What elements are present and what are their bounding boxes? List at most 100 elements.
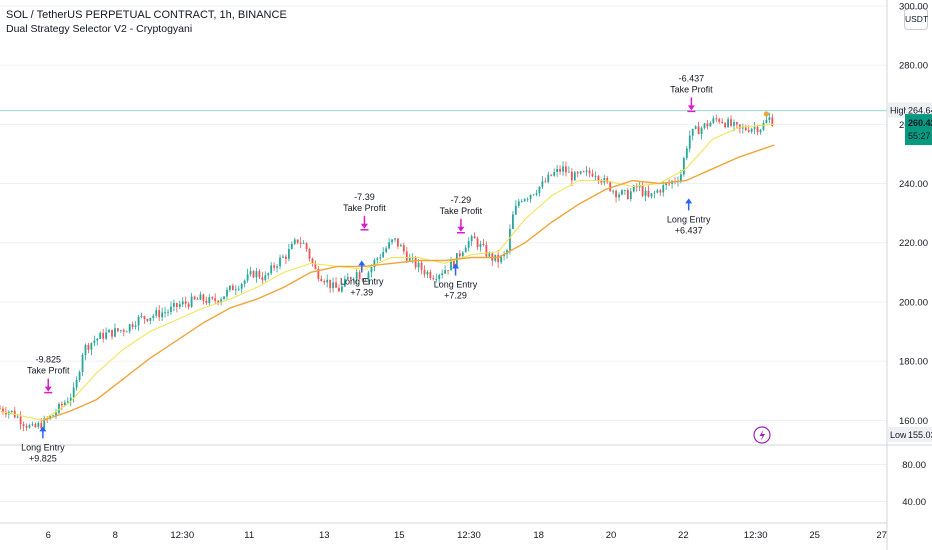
candle-body — [544, 181, 547, 183]
candle-body — [28, 425, 31, 428]
candle-body — [255, 271, 258, 278]
candle-body — [565, 166, 567, 173]
exit-arrow-head-1 — [360, 223, 368, 229]
ema-fast-line — [0, 123, 775, 421]
candle-body — [550, 174, 553, 176]
candle-body — [19, 416, 22, 425]
candle-body — [547, 174, 550, 183]
candle-body — [63, 402, 66, 406]
candle-body — [624, 190, 626, 191]
candle-body — [753, 127, 756, 129]
candle-body — [568, 171, 570, 173]
exit-arrow-head-3 — [687, 105, 695, 111]
candle-body — [606, 178, 609, 183]
lightning-icon[interactable] — [753, 426, 771, 444]
candle-body — [694, 126, 697, 129]
candle-body — [709, 122, 712, 127]
candle-body — [134, 325, 137, 327]
candle-body — [205, 300, 208, 304]
candle-body — [125, 331, 128, 333]
candle-body — [727, 119, 729, 128]
candle-body — [258, 271, 261, 278]
candle-body — [464, 247, 467, 253]
candle-body — [164, 312, 166, 314]
candle-body — [199, 294, 202, 300]
candle-body — [22, 424, 25, 426]
candle-body — [170, 306, 172, 312]
candle-body — [470, 236, 473, 242]
candle-body — [140, 316, 143, 317]
exit-label-1: Take Profit — [343, 203, 386, 213]
candle-body — [276, 266, 278, 268]
candle-body — [656, 190, 659, 193]
candle-body — [305, 243, 308, 250]
price-tick-label-1: 280.00 — [899, 61, 928, 72]
time-tick-label-6: 12:30 — [457, 530, 481, 541]
candle-body — [703, 123, 706, 128]
entry-pnl-0: +9.825 — [29, 453, 57, 463]
candle-body — [217, 300, 220, 303]
candle-body — [10, 410, 13, 412]
candle-body — [497, 254, 500, 263]
time-tick-label-5: 15 — [394, 530, 405, 541]
candle-body — [750, 128, 753, 132]
candle-body — [691, 128, 694, 136]
candle-body — [152, 315, 155, 318]
candle-body — [237, 288, 240, 290]
high-tag-value-bg — [906, 102, 932, 118]
candle-body — [279, 257, 281, 267]
candle-body — [712, 118, 715, 123]
entry-pnl-1: +7.39 — [350, 288, 373, 298]
exit-arrow-head-2 — [457, 226, 465, 232]
low-tag-value: 155.03 — [908, 430, 932, 440]
candle-body — [733, 122, 735, 126]
candle-body — [114, 328, 116, 337]
candle-body — [647, 190, 650, 197]
candle-body — [87, 344, 90, 350]
candle-body — [223, 296, 225, 300]
candle-body — [730, 119, 732, 126]
candle-body — [391, 239, 393, 243]
candle-body — [2, 408, 4, 412]
candle-body — [119, 330, 122, 331]
candle-body — [453, 260, 455, 267]
candle-body — [638, 185, 641, 188]
candle-body — [122, 330, 125, 332]
candle-body — [473, 236, 476, 239]
candle-body — [111, 329, 113, 337]
candle-body — [688, 135, 691, 149]
candle-body — [181, 301, 184, 305]
candle-body — [405, 251, 408, 261]
candle-body — [523, 199, 526, 202]
candle-body — [562, 166, 564, 172]
exit-arrow-head-0 — [44, 386, 52, 392]
candle-body — [349, 277, 352, 280]
candle-body — [131, 324, 134, 327]
candle-body — [653, 192, 656, 194]
candle-body — [31, 424, 34, 426]
indicator-title[interactable]: Dual Strategy Selector V2 - Cryptogyani — [6, 23, 193, 35]
candle-body — [662, 185, 665, 193]
candle-body — [84, 344, 87, 355]
candle-body — [747, 130, 750, 132]
currency-button[interactable]: USDT — [904, 8, 928, 30]
candle-body — [161, 312, 164, 318]
candle-body — [597, 175, 600, 181]
price-tick-label-7: 160.00 — [899, 416, 928, 427]
candle-body — [273, 265, 276, 268]
candle-body — [220, 299, 222, 303]
high-tag-value: 264.64 — [908, 106, 932, 116]
lower-tick-label-0: 80.00 — [902, 460, 926, 471]
candle-body — [55, 412, 57, 416]
candle-body — [61, 403, 63, 406]
current-price-tag-bg — [905, 114, 932, 146]
candle-body — [594, 175, 597, 177]
entry-pnl-3: +6.437 — [675, 225, 703, 235]
candle-body — [615, 190, 617, 198]
candle-body — [211, 297, 214, 299]
candle-body — [659, 190, 662, 193]
candle-body — [311, 258, 314, 264]
entry-arrow-head-2 — [452, 263, 460, 269]
chart-title: SOL / TetherUS PERPETUAL CONTRACT, 1h, B… — [6, 9, 287, 21]
